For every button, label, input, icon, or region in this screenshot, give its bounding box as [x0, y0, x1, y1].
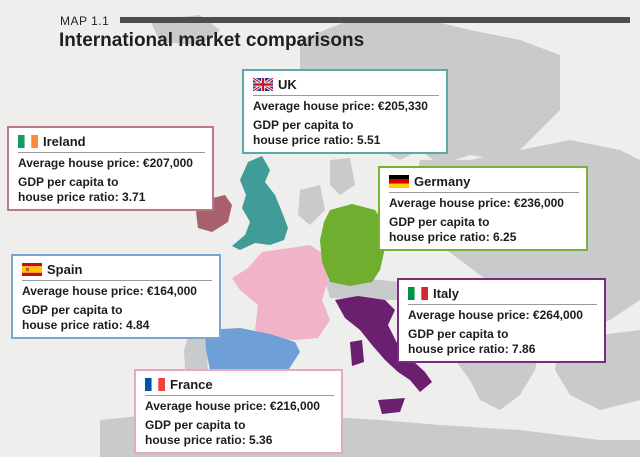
uk-price: Average house price: €205,330 — [253, 99, 428, 113]
germany-price: Average house price: €236,000 — [389, 196, 564, 210]
italy-shape — [335, 296, 432, 392]
italy-ratio-value: house price ratio: 7.86 — [408, 342, 536, 356]
italy-flag-icon — [408, 287, 428, 300]
denmark-land — [330, 158, 355, 195]
spain-info-card: Spain Average house price: €164,000 GDP … — [11, 254, 221, 339]
germany-shape — [320, 204, 385, 286]
header-rule — [120, 17, 630, 23]
germany-ratio-label: GDP per capita to — [389, 215, 490, 229]
france-info-card: France Average house price: €216,000 GDP… — [134, 369, 343, 454]
germany-card-header: Germany — [389, 173, 579, 190]
spain-card-header: Spain — [22, 261, 212, 278]
ireland-card-header: Ireland — [18, 133, 205, 150]
map-title: International market comparisons — [59, 30, 365, 51]
ireland-flag-icon — [18, 135, 38, 148]
card-divider — [18, 152, 205, 153]
germany-flag-icon — [389, 175, 409, 188]
uk-ratio-value: house price ratio: 5.51 — [253, 133, 381, 147]
ireland-country-name: Ireland — [43, 134, 86, 149]
spain-ratio-label: GDP per capita to — [22, 303, 123, 317]
spain-ratio-value: house price ratio: 4.84 — [22, 318, 150, 332]
sardinia-shape — [350, 340, 364, 366]
italy-price: Average house price: €264,000 — [408, 308, 583, 322]
card-divider — [145, 395, 334, 396]
spain-flag-icon — [22, 263, 42, 276]
card-divider — [22, 280, 212, 281]
ireland-ratio-label: GDP per capita to — [18, 175, 119, 189]
france-country-name: France — [170, 377, 213, 392]
france-price: Average house price: €216,000 — [145, 399, 320, 413]
germany-info-card: Germany Average house price: €236,000 GD… — [378, 166, 588, 251]
sicily-shape — [378, 398, 405, 414]
france-flag-icon — [145, 378, 165, 391]
spain-country-name: Spain — [47, 262, 83, 277]
spain-price: Average house price: €164,000 — [22, 284, 197, 298]
uk-country-name: UK — [278, 77, 297, 92]
uk-ratio-label: GDP per capita to — [253, 118, 354, 132]
card-divider — [253, 95, 439, 96]
uk-info-card: UK Average house price: €205,330 GDP per… — [242, 69, 448, 154]
map-number-label: MAP 1.1 — [60, 14, 110, 28]
germany-country-name: Germany — [414, 174, 471, 189]
italy-country-name: Italy — [433, 286, 460, 301]
italy-card-header: Italy — [408, 285, 597, 302]
uk-shape — [232, 156, 288, 250]
uk-flag-icon — [253, 78, 273, 91]
uk-card-header: UK — [253, 76, 439, 93]
card-divider — [389, 192, 579, 193]
france-ratio-value: house price ratio: 5.36 — [145, 433, 273, 447]
ireland-ratio-value: house price ratio: 3.71 — [18, 190, 146, 204]
italy-info-card: Italy Average house price: €264,000 GDP … — [397, 278, 606, 363]
benelux-land — [298, 185, 325, 225]
france-ratio-label: GDP per capita to — [145, 418, 246, 432]
france-card-header: France — [145, 376, 334, 393]
ireland-info-card: Ireland Average house price: €207,000 GD… — [7, 126, 214, 211]
ireland-price: Average house price: €207,000 — [18, 156, 193, 170]
germany-ratio-value: house price ratio: 6.25 — [389, 230, 517, 244]
card-divider — [408, 304, 597, 305]
italy-ratio-label: GDP per capita to — [408, 327, 509, 341]
france-shape — [232, 245, 330, 340]
